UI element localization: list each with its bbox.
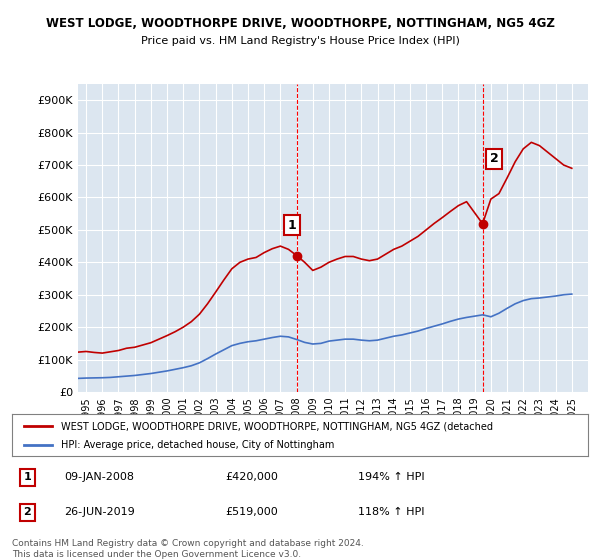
Text: 2: 2 — [490, 152, 499, 165]
Text: This data is licensed under the Open Government Licence v3.0.: This data is licensed under the Open Gov… — [12, 550, 301, 559]
Text: 194% ↑ HPI: 194% ↑ HPI — [358, 473, 424, 482]
Text: HPI: Average price, detached house, City of Nottingham: HPI: Average price, detached house, City… — [61, 440, 334, 450]
Text: 1: 1 — [23, 473, 31, 482]
Text: WEST LODGE, WOODTHORPE DRIVE, WOODTHORPE, NOTTINGHAM, NG5 4GZ (detached: WEST LODGE, WOODTHORPE DRIVE, WOODTHORPE… — [61, 421, 493, 431]
Text: WEST LODGE, WOODTHORPE DRIVE, WOODTHORPE, NOTTINGHAM, NG5 4GZ: WEST LODGE, WOODTHORPE DRIVE, WOODTHORPE… — [46, 17, 554, 30]
Text: Price paid vs. HM Land Registry's House Price Index (HPI): Price paid vs. HM Land Registry's House … — [140, 36, 460, 46]
Text: Contains HM Land Registry data © Crown copyright and database right 2024.: Contains HM Land Registry data © Crown c… — [12, 539, 364, 548]
Text: 1: 1 — [288, 218, 296, 231]
Text: £519,000: £519,000 — [225, 507, 278, 517]
Text: 2: 2 — [23, 507, 31, 517]
Text: 26-JUN-2019: 26-JUN-2019 — [64, 507, 134, 517]
Text: 118% ↑ HPI: 118% ↑ HPI — [358, 507, 424, 517]
Text: 09-JAN-2008: 09-JAN-2008 — [64, 473, 134, 482]
Text: £420,000: £420,000 — [225, 473, 278, 482]
